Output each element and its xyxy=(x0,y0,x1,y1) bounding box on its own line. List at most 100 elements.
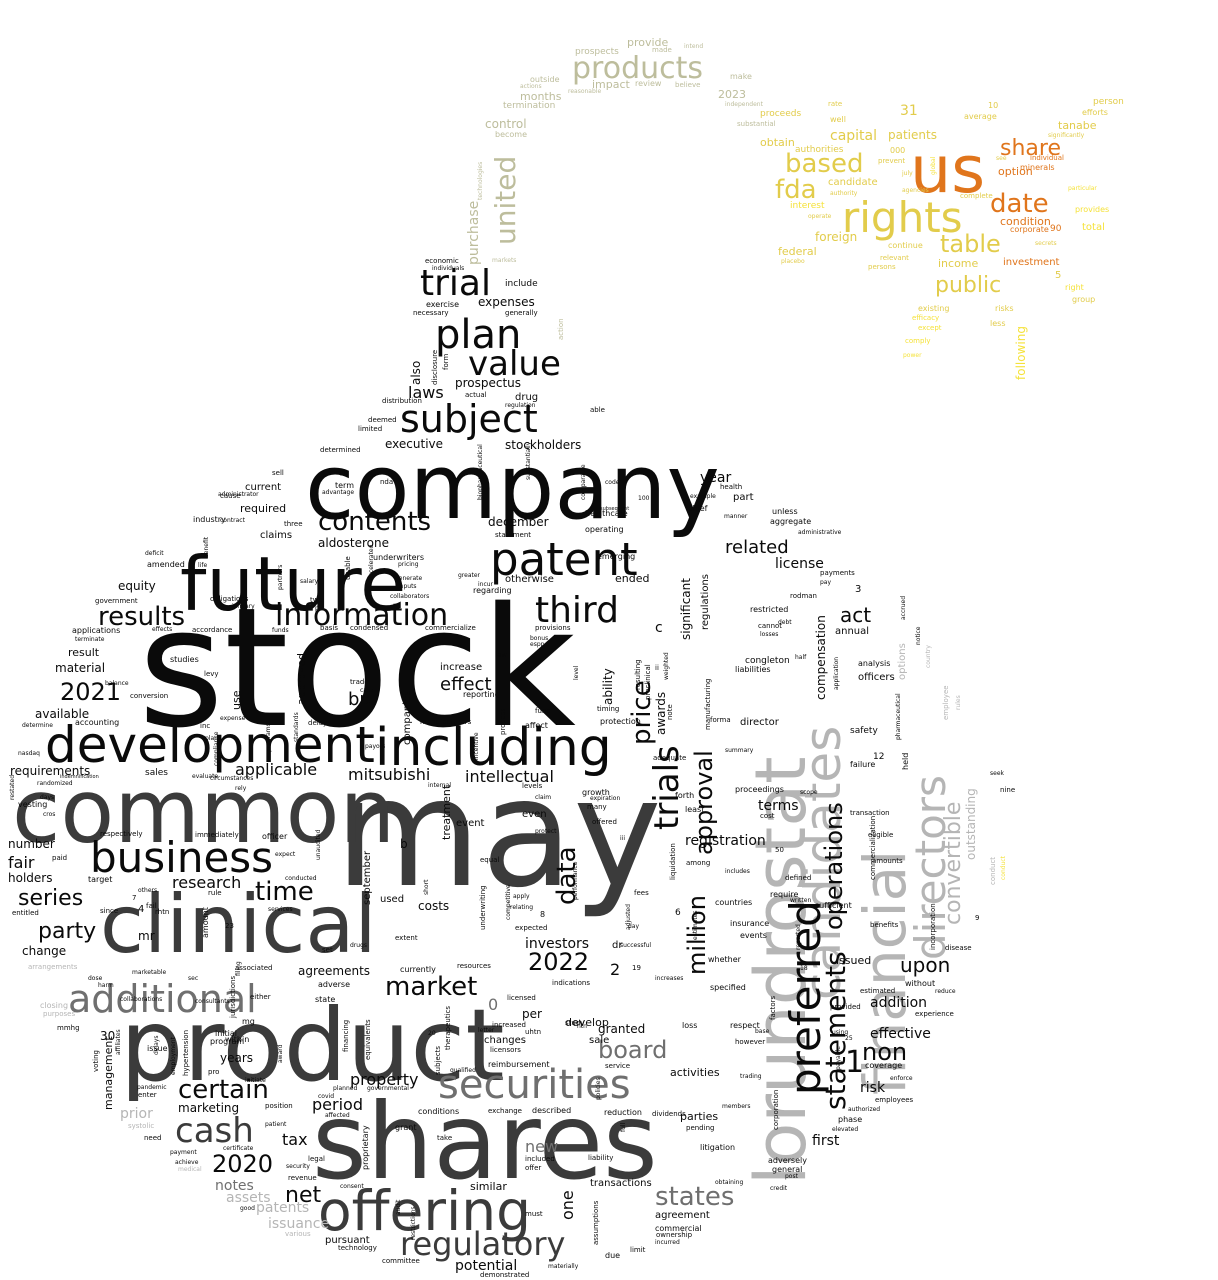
word-payable: payable xyxy=(835,1046,842,1070)
word-actual: actual xyxy=(465,391,487,399)
word-companies: companies xyxy=(402,691,413,745)
word-preclinical: preclinical xyxy=(644,664,652,700)
word-systolic: systolic xyxy=(128,1122,154,1130)
word-claims: claims xyxy=(260,530,292,541)
word-corporation: corporation xyxy=(772,1090,780,1130)
word-country: country xyxy=(925,645,932,668)
word-100: 100 xyxy=(638,495,650,502)
word-aggregate: aggregate xyxy=(770,517,811,526)
word-evaluate: evaluate xyxy=(192,773,218,780)
word-government: government xyxy=(95,597,138,605)
word-filing: filing xyxy=(235,961,242,976)
word-held: held xyxy=(901,753,910,770)
word-2: 2 xyxy=(610,960,620,979)
word-accounting: accounting xyxy=(75,718,119,727)
word-obligations: obligations xyxy=(210,595,249,603)
word-first: first xyxy=(812,1133,840,1149)
word-trade: trade xyxy=(350,678,369,686)
word-accelerated: accelerated xyxy=(368,544,375,580)
word-provides: provides xyxy=(1075,205,1109,214)
word-information: information xyxy=(275,598,448,633)
word-consent: consent xyxy=(340,1183,364,1190)
word-c: c xyxy=(655,620,663,636)
word-see: see xyxy=(996,155,1007,162)
word-period: period xyxy=(312,1095,363,1114)
word-based: based xyxy=(785,149,863,179)
word-without: without xyxy=(905,979,935,988)
word-also: also xyxy=(409,361,423,385)
word-sufficient: sufficient xyxy=(815,901,852,910)
word-note: note xyxy=(666,704,674,720)
word-advantage: advantage xyxy=(322,489,354,496)
word-committee: committee xyxy=(382,1257,420,1265)
word-regulation: regulation xyxy=(505,402,536,409)
word-studies: studies xyxy=(170,655,199,664)
word-conduct: conduct xyxy=(989,857,997,885)
word-non: non xyxy=(862,1038,907,1066)
word-trading: trading xyxy=(740,1073,762,1080)
word-summary: summary xyxy=(725,747,754,754)
word-general: general xyxy=(772,1165,802,1174)
word-terms: terms xyxy=(758,798,799,814)
word-paid: paid xyxy=(52,854,67,862)
word-commercialize: commercialize xyxy=(425,624,476,632)
word-change: change xyxy=(22,944,66,958)
word-experience: experience xyxy=(915,1010,954,1018)
word-impact: impact xyxy=(592,78,631,91)
word-total: total xyxy=(1082,222,1105,233)
word-drug: drug xyxy=(515,392,538,403)
word-associated: associated xyxy=(235,964,272,972)
word-take: take xyxy=(437,1134,452,1142)
word-protect: protect xyxy=(535,828,557,835)
word-restricted: restricted xyxy=(750,605,788,614)
word-plans: plans xyxy=(205,735,221,742)
word-employees: employees xyxy=(875,1096,914,1104)
word-officers: officers xyxy=(858,672,895,683)
word-espp: espp xyxy=(530,641,545,648)
word-similar: similar xyxy=(470,1180,507,1193)
word-ability: ability xyxy=(601,668,615,705)
word-necessary: necessary xyxy=(413,309,449,317)
word-apply: apply xyxy=(513,893,530,900)
word-day: day xyxy=(628,923,639,930)
word-liabilities: liabilities xyxy=(735,665,771,674)
word-debt: debt xyxy=(778,619,792,626)
word-either: either xyxy=(250,993,271,1001)
word-regulations: regulations xyxy=(700,574,711,630)
word-net: net xyxy=(285,1183,321,1208)
word-adversely: adversely xyxy=(768,1156,807,1165)
word-legal: legal xyxy=(308,1155,325,1163)
word-insurance: insurance xyxy=(730,919,769,928)
word-timing: timing xyxy=(597,705,619,713)
word-achieve: achieve xyxy=(175,1159,199,1166)
word-b: b xyxy=(400,837,408,851)
word-marketable: marketable xyxy=(132,969,166,976)
word-31: 31 xyxy=(900,103,918,119)
word-programs: programs xyxy=(265,723,272,752)
word-enforce: enforce xyxy=(890,1075,913,1082)
word-2020: 2020 xyxy=(212,1150,273,1178)
word-subjects: subjects xyxy=(434,1046,442,1075)
word-january: january xyxy=(231,603,255,610)
word-affect: affect xyxy=(525,721,548,730)
word-growth: growth xyxy=(582,788,610,797)
word-particular: particular xyxy=(1068,185,1097,192)
word-rights: rights xyxy=(842,193,963,242)
word-products: products xyxy=(572,51,703,86)
word-rely: rely xyxy=(235,785,247,792)
word-entitled: entitled xyxy=(12,909,39,917)
word-power: power xyxy=(903,352,922,359)
word-distribution: distribution xyxy=(382,397,422,405)
word-time: time xyxy=(255,877,314,907)
word-september: september xyxy=(362,850,373,905)
word-closing: closing xyxy=(40,1001,68,1010)
word-benefit: benefit xyxy=(203,536,210,558)
word-increases: increases xyxy=(655,975,683,982)
word-substantial: substantial xyxy=(737,120,776,128)
word-delay: delay xyxy=(308,719,327,727)
word-risks: risks xyxy=(995,304,1013,313)
word-part: part xyxy=(733,492,754,503)
word-respectively: respectively xyxy=(100,830,143,838)
word-expected: expected xyxy=(515,924,547,932)
word-claim: claim xyxy=(535,794,551,801)
